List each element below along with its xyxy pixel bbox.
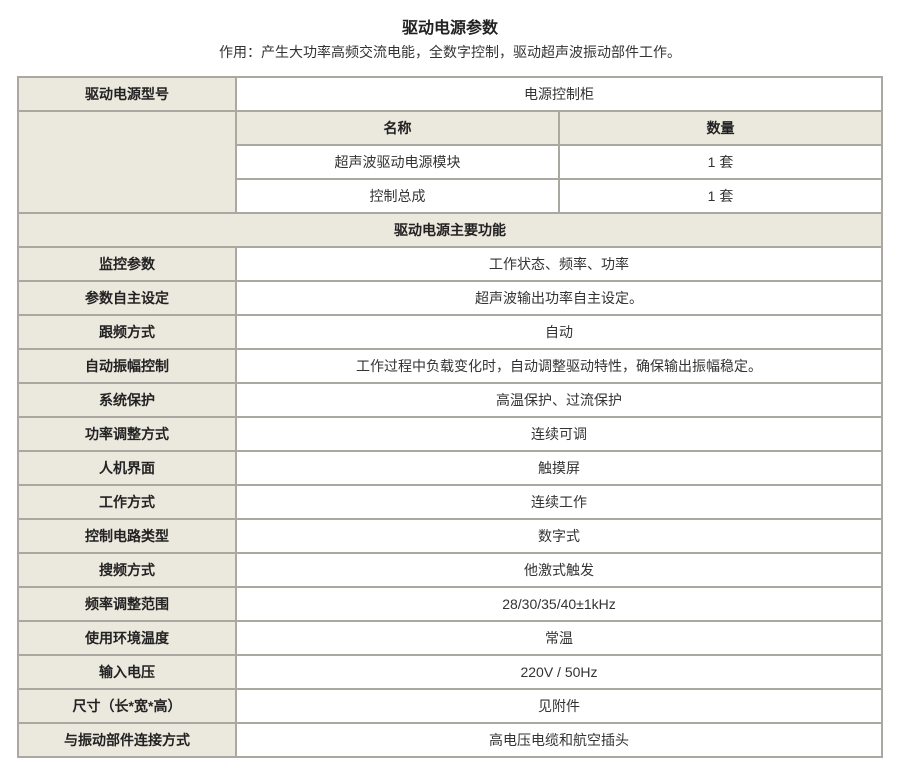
table-row-feature-8: 控制电路类型 数字式	[18, 519, 882, 553]
feature-label-7: 工作方式	[18, 485, 236, 519]
table-row-feature-7: 工作方式 连续工作	[18, 485, 882, 519]
feature-value-2: 自动	[236, 315, 882, 349]
feature-label-4: 系统保护	[18, 383, 236, 417]
model-value: 电源控制柜	[236, 77, 882, 111]
bom-label-blank	[18, 111, 236, 213]
feature-label-3: 自动振幅控制	[18, 349, 236, 383]
features-heading: 驱动电源主要功能	[18, 213, 882, 247]
page-root: 驱动电源参数 作用：产生大功率高频交流电能，全数字控制，驱动超声波振动部件工作。…	[0, 0, 900, 758]
feature-label-9: 搜频方式	[18, 553, 236, 587]
table-row-feature-5: 功率调整方式 连续可调	[18, 417, 882, 451]
feature-label-8: 控制电路类型	[18, 519, 236, 553]
bom-name-header: 名称	[236, 111, 559, 145]
table-row-feature-14: 与振动部件连接方式 高电压电缆和航空插头	[18, 723, 882, 757]
table-row-features-heading: 驱动电源主要功能	[18, 213, 882, 247]
bom-qty-0: 1 套	[559, 145, 882, 179]
model-label: 驱动电源型号	[18, 77, 236, 111]
feature-value-11: 常温	[236, 621, 882, 655]
page-title: 驱动电源参数	[0, 14, 900, 38]
feature-label-13: 尺寸（长*宽*高）	[18, 689, 236, 723]
feature-label-0: 监控参数	[18, 247, 236, 281]
table-row-feature-0: 监控参数 工作状态、频率、功率	[18, 247, 882, 281]
feature-value-0: 工作状态、频率、功率	[236, 247, 882, 281]
feature-value-7: 连续工作	[236, 485, 882, 519]
feature-value-6: 触摸屏	[236, 451, 882, 485]
feature-label-1: 参数自主设定	[18, 281, 236, 315]
feature-value-13: 见附件	[236, 689, 882, 723]
feature-value-10: 28/30/35/40±1kHz	[236, 587, 882, 621]
bom-qty-header: 数量	[559, 111, 882, 145]
feature-label-10: 频率调整范围	[18, 587, 236, 621]
page-subtitle: 作用：产生大功率高频交流电能，全数字控制，驱动超声波振动部件工作。	[0, 42, 900, 62]
spec-table: 驱动电源型号 电源控制柜 名称 数量 超声波驱动电源模块 1 套 控制总成 1 …	[17, 76, 883, 758]
table-row-feature-1: 参数自主设定 超声波输出功率自主设定。	[18, 281, 882, 315]
feature-label-5: 功率调整方式	[18, 417, 236, 451]
bom-name-0: 超声波驱动电源模块	[236, 145, 559, 179]
table-row-feature-11: 使用环境温度 常温	[18, 621, 882, 655]
feature-value-9: 他激式触发	[236, 553, 882, 587]
feature-value-12: 220V / 50Hz	[236, 655, 882, 689]
feature-value-5: 连续可调	[236, 417, 882, 451]
feature-label-6: 人机界面	[18, 451, 236, 485]
table-row-feature-3: 自动振幅控制 工作过程中负载变化时，自动调整驱动特性，确保输出振幅稳定。	[18, 349, 882, 383]
table-row-feature-9: 搜频方式 他激式触发	[18, 553, 882, 587]
bom-qty-1: 1 套	[559, 179, 882, 213]
table-row-feature-12: 输入电压 220V / 50Hz	[18, 655, 882, 689]
table-row-model: 驱动电源型号 电源控制柜	[18, 77, 882, 111]
feature-label-2: 跟频方式	[18, 315, 236, 349]
feature-value-3: 工作过程中负载变化时，自动调整驱动特性，确保输出振幅稳定。	[236, 349, 882, 383]
feature-label-12: 输入电压	[18, 655, 236, 689]
feature-value-4: 高温保护、过流保护	[236, 383, 882, 417]
table-row-feature-2: 跟频方式 自动	[18, 315, 882, 349]
table-row-feature-13: 尺寸（长*宽*高） 见附件	[18, 689, 882, 723]
feature-label-14: 与振动部件连接方式	[18, 723, 236, 757]
feature-value-8: 数字式	[236, 519, 882, 553]
feature-label-11: 使用环境温度	[18, 621, 236, 655]
feature-value-14: 高电压电缆和航空插头	[236, 723, 882, 757]
table-row-feature-6: 人机界面 触摸屏	[18, 451, 882, 485]
bom-name-1: 控制总成	[236, 179, 559, 213]
feature-value-1: 超声波输出功率自主设定。	[236, 281, 882, 315]
table-row-feature-4: 系统保护 高温保护、过流保护	[18, 383, 882, 417]
table-row-feature-10: 频率调整范围 28/30/35/40±1kHz	[18, 587, 882, 621]
table-row-bom-header: 名称 数量	[18, 111, 882, 145]
